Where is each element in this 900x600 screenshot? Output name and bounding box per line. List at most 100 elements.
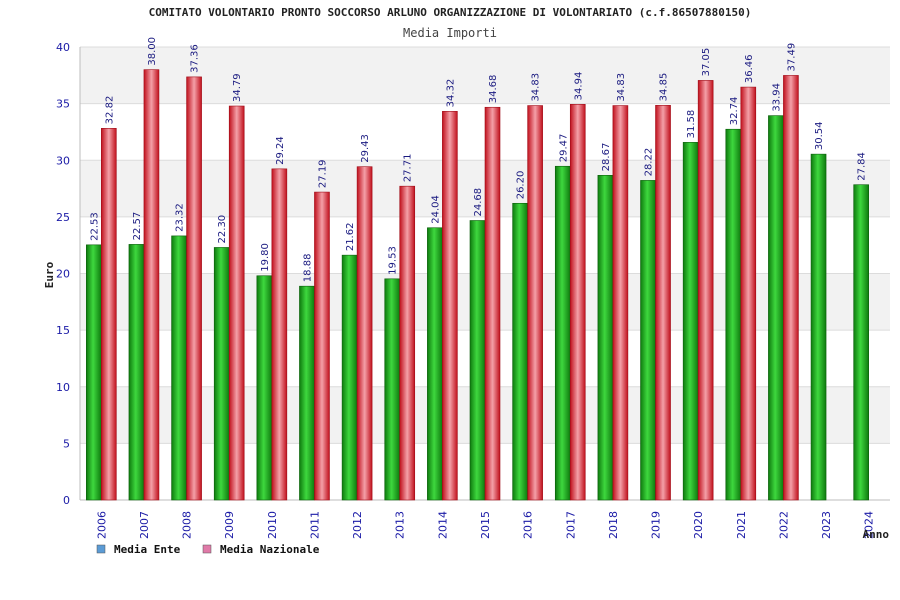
y-tick-label: 40 xyxy=(56,41,70,54)
x-tick-label: 2009 xyxy=(223,511,236,539)
data-label: 24.68 xyxy=(473,188,484,217)
data-label: 27.19 xyxy=(317,159,328,188)
x-tick-label: 2011 xyxy=(308,511,321,539)
y-tick-label: 25 xyxy=(56,211,70,224)
chart-subtitle: Media Importi xyxy=(403,26,497,40)
bar-media-ente xyxy=(427,227,443,501)
chart-title: COMITATO VOLONTARIO PRONTO SOCCORSO ARLU… xyxy=(149,6,752,19)
y-axis-label: Euro xyxy=(43,261,56,288)
bar-media-nazionale xyxy=(186,76,202,501)
data-label: 28.67 xyxy=(601,143,612,172)
data-label: 36.46 xyxy=(744,54,755,83)
data-label: 21.62 xyxy=(345,223,356,252)
legend-swatch-media-nazionale xyxy=(202,544,212,554)
data-label: 34.83 xyxy=(531,73,542,102)
x-tick-label: 2020 xyxy=(692,511,705,539)
data-label: 37.36 xyxy=(190,44,201,73)
bar-media-ente xyxy=(853,184,869,501)
bars xyxy=(86,69,869,501)
y-tick-label: 15 xyxy=(56,324,70,337)
bar-media-nazionale xyxy=(612,105,629,501)
bar-media-nazionale xyxy=(740,86,757,501)
data-label: 32.82 xyxy=(104,96,115,125)
legend-label-media-nazionale: Media Nazionale xyxy=(220,543,320,556)
data-label: 34.94 xyxy=(573,72,584,101)
data-label: 22.30 xyxy=(217,215,228,244)
y-tick-label: 20 xyxy=(56,268,70,281)
bar-media-nazionale xyxy=(783,75,799,501)
bar-media-nazionale xyxy=(655,105,671,501)
bar-media-ente xyxy=(725,128,742,501)
y-tick-label: 10 xyxy=(56,381,70,394)
x-tick-label: 2018 xyxy=(607,511,620,539)
bar-media-nazionale xyxy=(143,69,160,501)
bar-media-nazionale xyxy=(697,80,714,501)
data-label: 24.04 xyxy=(430,195,441,224)
x-tick-label: 2021 xyxy=(735,511,748,539)
x-axis-ticks: 2006 2007 2008 2009 2010 2011 2012 2013 2014 2015… xyxy=(95,511,875,539)
bar-media-ente xyxy=(86,244,102,501)
bar-media-nazionale xyxy=(314,191,330,501)
data-label: 22.53 xyxy=(89,212,100,241)
y-axis-ticks: 0 5 10 15 20 25 30 35 40 xyxy=(56,41,70,507)
x-tick-label: 2019 xyxy=(650,511,663,539)
bar-media-ente xyxy=(299,285,315,501)
x-tick-label: 2007 xyxy=(138,511,151,539)
bar-media-ente xyxy=(128,244,145,501)
bar-media-ente xyxy=(256,275,273,501)
data-label: 23.32 xyxy=(175,203,186,232)
x-tick-label: 2010 xyxy=(266,511,279,539)
x-tick-label: 2017 xyxy=(564,511,577,539)
data-label: 30.54 xyxy=(814,121,825,150)
bar-media-ente xyxy=(469,220,486,501)
data-label: 32.74 xyxy=(729,97,740,126)
bar-media-nazionale xyxy=(101,128,117,501)
legend-label-media-ente: Media Ente xyxy=(114,543,181,556)
bar-media-ente xyxy=(213,247,230,501)
bar-media-nazionale xyxy=(484,106,501,501)
y-tick-label: 0 xyxy=(63,494,70,507)
bar-media-ente xyxy=(512,202,528,501)
x-tick-label: 2024 xyxy=(863,511,876,539)
data-label: 27.71 xyxy=(403,154,414,183)
bar-media-ente xyxy=(171,235,187,501)
data-label: 19.80 xyxy=(260,243,271,272)
legend-swatch-media-ente xyxy=(96,544,106,554)
bar-media-nazionale xyxy=(271,168,288,501)
x-tick-label: 2012 xyxy=(351,511,364,539)
data-label: 37.05 xyxy=(701,48,712,77)
bar-media-ente xyxy=(768,115,784,501)
bar-media-nazionale xyxy=(527,105,543,501)
bar-media-ente xyxy=(810,153,827,501)
data-label: 34.32 xyxy=(445,79,456,108)
y-tick-label: 30 xyxy=(56,154,70,167)
data-label: 29.24 xyxy=(275,136,286,165)
x-axis-label: Anno xyxy=(863,528,890,541)
data-label: 37.49 xyxy=(786,43,797,72)
x-tick-label: 2008 xyxy=(181,511,194,539)
x-tick-label: 2014 xyxy=(436,511,449,539)
x-tick-label: 2015 xyxy=(479,511,492,539)
bar-media-ente xyxy=(597,175,614,501)
x-tick-label: 2016 xyxy=(522,511,535,539)
y-tick-label: 5 xyxy=(63,437,70,450)
data-label: 29.43 xyxy=(360,134,371,163)
data-label: 22.57 xyxy=(132,212,143,241)
bar-media-ente xyxy=(384,278,401,501)
bar-media-nazionale xyxy=(399,185,416,501)
data-label: 28.22 xyxy=(644,148,655,177)
x-tick-label: 2006 xyxy=(95,511,108,539)
legend: Media Ente Media Nazionale xyxy=(96,543,320,556)
data-labels: 22.53 32.82 22.57 38.00 23.32 37.36 22.30 34.79… xyxy=(89,37,867,282)
bar-media-nazionale xyxy=(356,166,373,501)
data-label: 31.58 xyxy=(686,110,697,139)
data-label: 19.53 xyxy=(388,246,399,275)
y-tick-label: 35 xyxy=(56,98,70,111)
bar-media-ente xyxy=(341,254,358,501)
data-label: 18.88 xyxy=(302,254,313,283)
data-label: 34.85 xyxy=(659,73,670,102)
x-tick-label: 2022 xyxy=(777,511,790,539)
data-label: 27.84 xyxy=(857,152,868,181)
data-label: 34.68 xyxy=(488,75,499,104)
